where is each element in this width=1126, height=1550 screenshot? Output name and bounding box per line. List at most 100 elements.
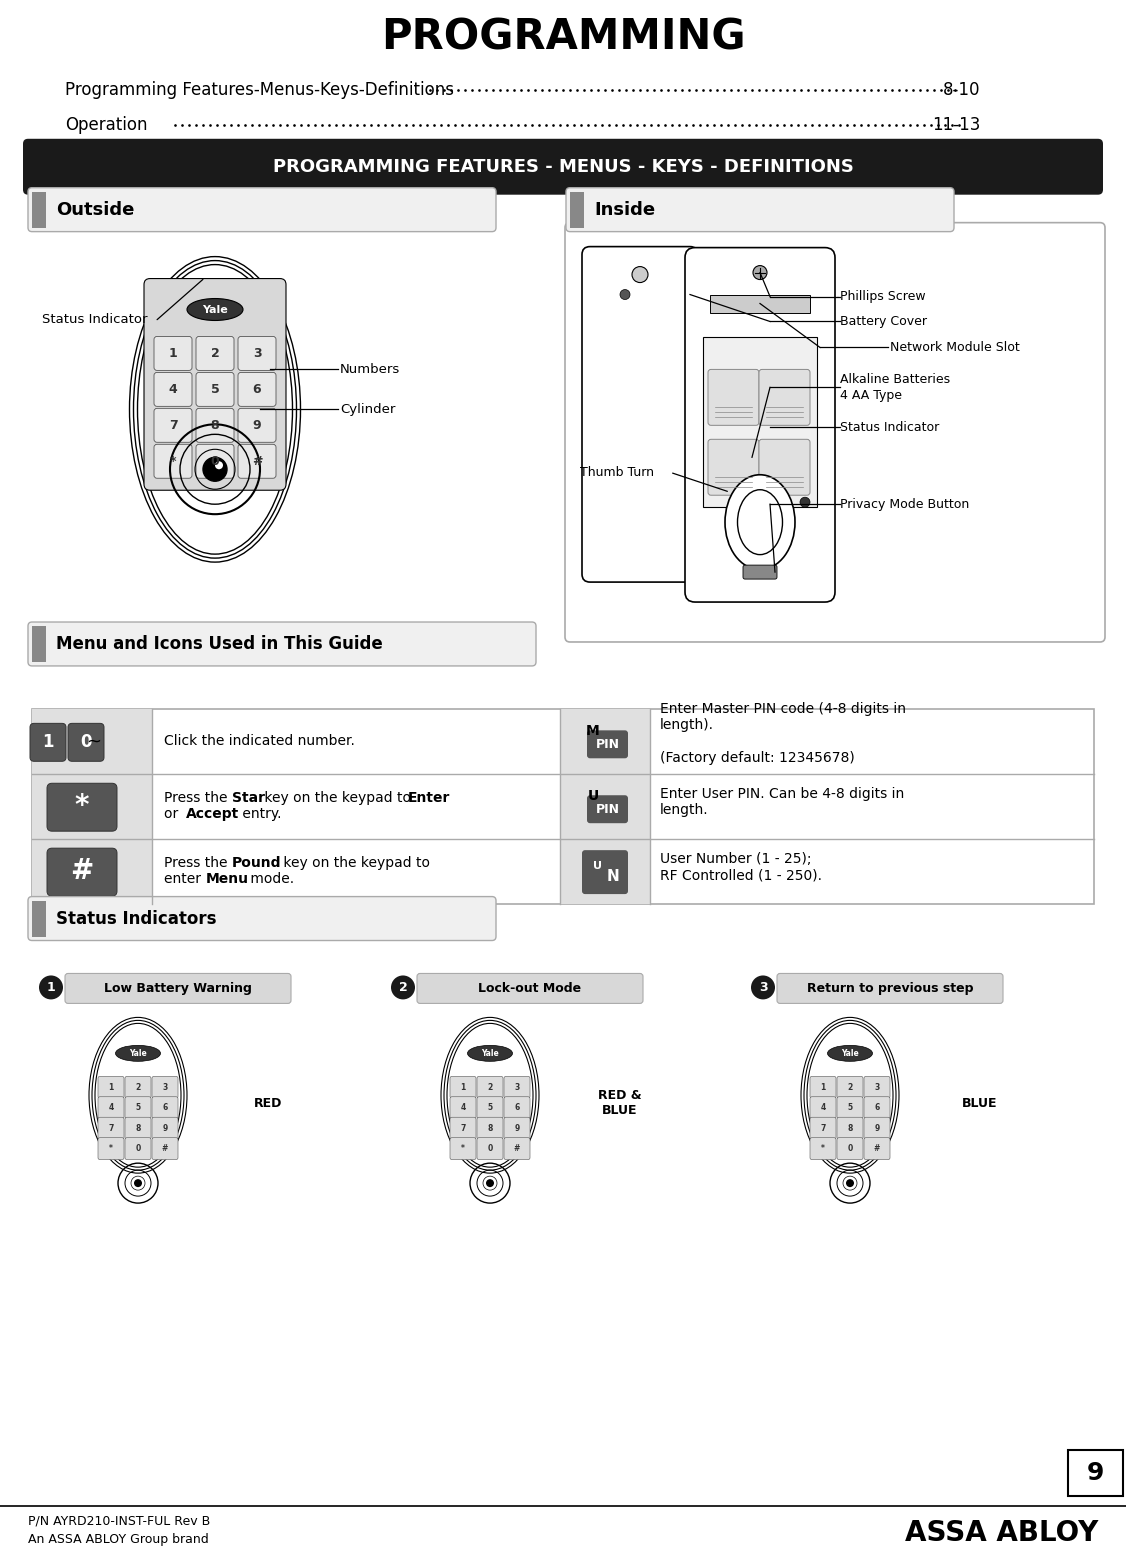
Text: 0: 0 [135,1144,141,1153]
Text: Return to previous step: Return to previous step [806,983,973,995]
Text: Enter Master PIN code (4-8 digits in
length).

(Factory default: 12345678): Enter Master PIN code (4-8 digits in len… [660,702,906,764]
Ellipse shape [807,1023,893,1167]
Text: 1: 1 [461,1083,466,1091]
FancyBboxPatch shape [47,783,117,831]
FancyBboxPatch shape [504,1118,530,1139]
FancyBboxPatch shape [98,1118,124,1139]
Text: Click the indicated number.: Click the indicated number. [164,735,355,749]
Text: Status Indicators: Status Indicators [56,910,216,927]
Text: #: # [513,1144,520,1153]
Bar [32,901,46,936]
Text: *: * [170,454,177,468]
Text: *: * [74,792,89,820]
Text: *: * [109,1144,113,1153]
FancyBboxPatch shape [68,724,104,761]
Text: 1: 1 [46,981,55,994]
FancyBboxPatch shape [810,1097,835,1119]
Text: Status Indicator: Status Indicator [42,313,148,326]
FancyBboxPatch shape [23,140,1103,195]
FancyBboxPatch shape [582,849,628,894]
FancyBboxPatch shape [810,1118,835,1139]
Circle shape [632,267,647,282]
FancyBboxPatch shape [65,973,291,1003]
FancyBboxPatch shape [759,439,810,494]
FancyBboxPatch shape [450,1118,476,1139]
Text: Outside: Outside [56,200,134,219]
Text: Accept: Accept [186,808,239,822]
FancyBboxPatch shape [864,1118,890,1139]
Ellipse shape [95,1023,181,1167]
Text: or: or [164,808,182,822]
FancyBboxPatch shape [196,336,234,370]
FancyBboxPatch shape [238,445,276,479]
Bar [560,708,650,773]
Text: PIN: PIN [596,738,620,750]
Text: 1: 1 [169,347,178,360]
Text: 5: 5 [488,1104,492,1113]
Text: 9: 9 [515,1124,519,1133]
Text: Star: Star [232,790,265,806]
Text: Cylinder: Cylinder [340,403,395,415]
Circle shape [753,265,767,279]
FancyBboxPatch shape [154,336,193,370]
Text: M: M [587,724,600,738]
Circle shape [203,457,227,480]
FancyBboxPatch shape [28,622,536,666]
Text: 8: 8 [847,1124,852,1133]
Circle shape [134,1180,142,1187]
Text: 5: 5 [211,383,220,395]
Text: 3: 3 [515,1083,519,1091]
Text: Network Module Slot: Network Module Slot [890,341,1020,353]
Text: RED &
BLUE: RED & BLUE [598,1090,642,1118]
Ellipse shape [828,1045,873,1062]
Text: Programming Features-Menus-Keys-Definitions: Programming Features-Menus-Keys-Definiti… [65,81,459,99]
Text: User Number (1 - 25);
RF Controlled (1 - 250).: User Number (1 - 25); RF Controlled (1 -… [660,853,822,882]
Circle shape [799,498,810,507]
Text: 2: 2 [211,347,220,360]
Text: Press the: Press the [164,790,232,806]
Text: ~: ~ [87,732,101,750]
FancyBboxPatch shape [759,369,810,425]
Text: 3: 3 [252,347,261,360]
FancyBboxPatch shape [152,1118,178,1139]
FancyBboxPatch shape [125,1097,151,1119]
Text: Pound: Pound [232,856,282,870]
FancyBboxPatch shape [708,369,759,425]
Text: 4 AA Type: 4 AA Type [840,389,902,401]
Circle shape [486,1180,494,1187]
Text: 9: 9 [875,1124,879,1133]
Bar [1067,1449,1123,1496]
Text: PIN: PIN [596,803,620,815]
Text: enter: enter [164,873,205,887]
Text: 2: 2 [488,1083,493,1091]
Text: 3: 3 [875,1083,879,1091]
Circle shape [846,1180,854,1187]
FancyBboxPatch shape [837,1076,863,1099]
Text: 0: 0 [211,454,220,468]
Text: 0: 0 [488,1144,493,1153]
Circle shape [620,290,631,299]
Text: 7: 7 [169,418,178,432]
Text: 8: 8 [211,418,220,432]
FancyBboxPatch shape [864,1097,890,1119]
Text: 1: 1 [43,733,54,752]
FancyBboxPatch shape [810,1076,835,1099]
Text: Thumb Turn: Thumb Turn [580,465,654,479]
Text: #: # [874,1144,881,1153]
Text: RED: RED [253,1097,283,1110]
Text: Yale: Yale [481,1049,499,1057]
FancyBboxPatch shape [125,1118,151,1139]
Text: 6: 6 [875,1104,879,1113]
Text: 2: 2 [399,981,408,994]
FancyBboxPatch shape [582,246,698,583]
Bar [570,192,584,228]
FancyBboxPatch shape [477,1097,503,1119]
Ellipse shape [725,474,795,569]
Text: BLUE: BLUE [963,1097,998,1110]
FancyBboxPatch shape [837,1097,863,1119]
Bar [560,839,650,904]
Text: Yale: Yale [203,304,227,315]
Text: N: N [607,868,619,884]
FancyBboxPatch shape [743,566,777,580]
FancyBboxPatch shape [152,1076,178,1099]
